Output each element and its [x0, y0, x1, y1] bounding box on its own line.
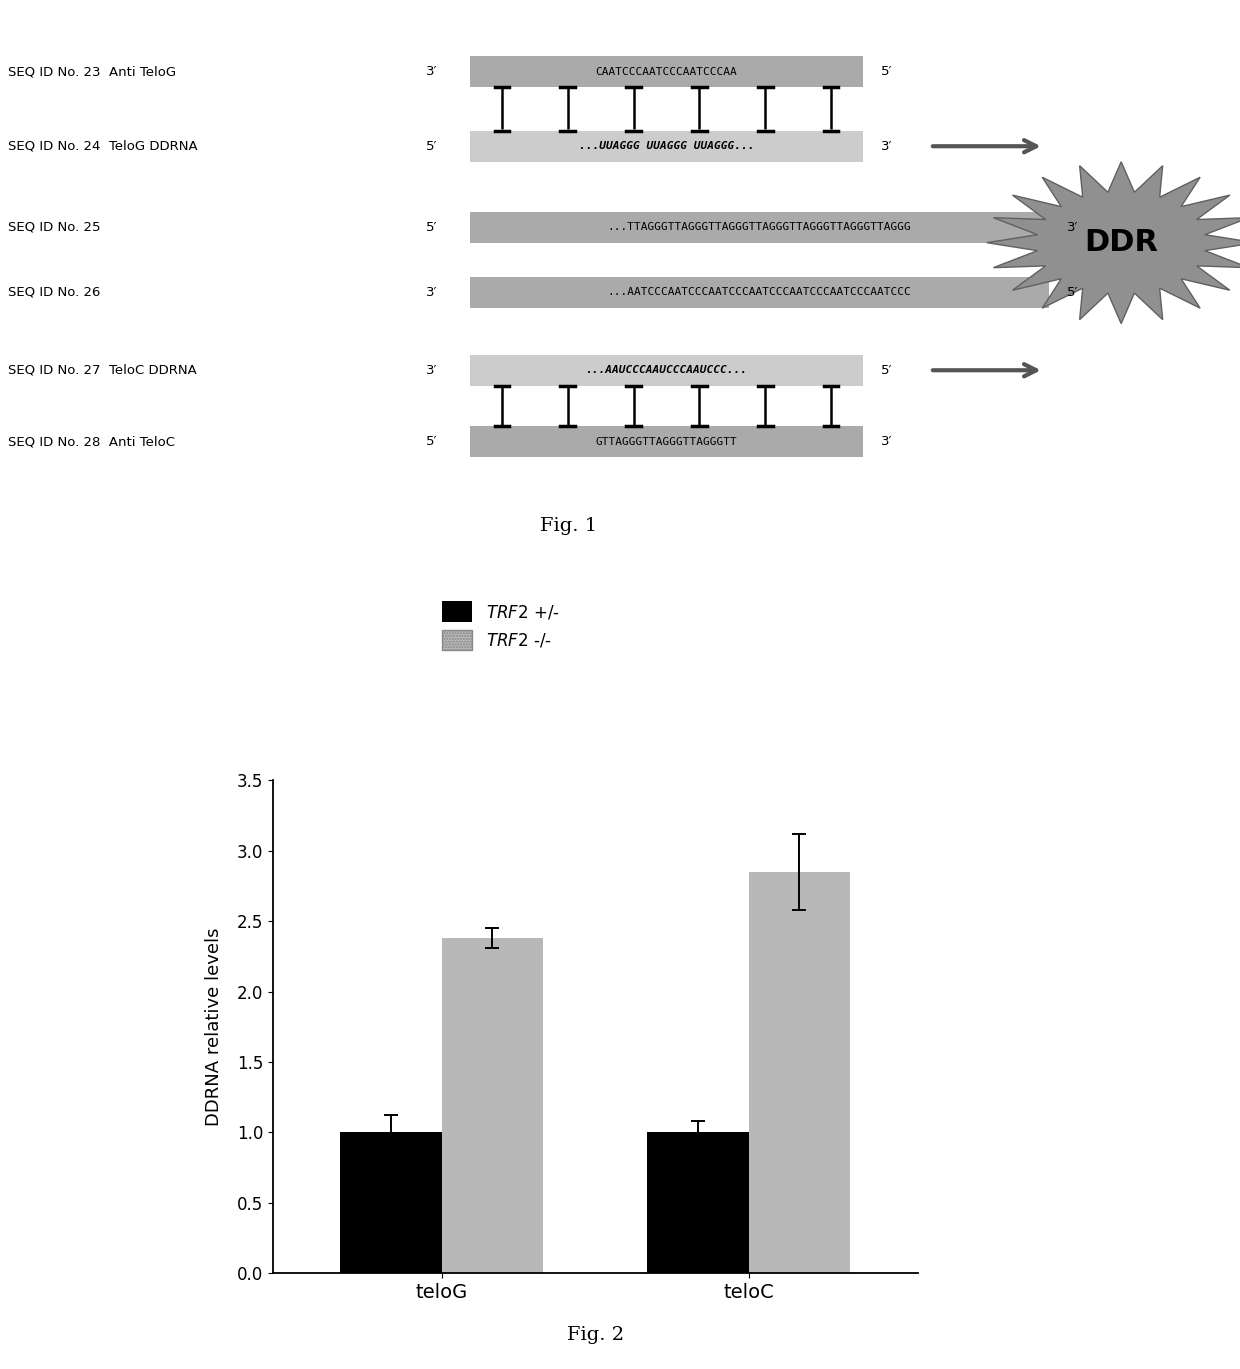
Text: 3′: 3′: [427, 286, 438, 298]
Text: CAATCCCAATCCCAATCCCAA: CAATCCCAATCCCAATCCCAA: [595, 67, 738, 77]
Text: 3′: 3′: [427, 66, 438, 78]
Text: 3′: 3′: [1068, 220, 1079, 234]
Legend: $\it{TRF2}$ +/-, $\it{TRF2}$ -/-: $\it{TRF2}$ +/-, $\it{TRF2}$ -/-: [443, 601, 559, 650]
Bar: [340, 1132, 441, 1273]
FancyBboxPatch shape: [470, 277, 1049, 308]
FancyBboxPatch shape: [470, 212, 1049, 242]
Text: 5′: 5′: [1068, 286, 1079, 298]
Text: ...AATCCCAATCCCAATCCCAATCCCAATCCCAATCCCAATCCC: ...AATCCCAATCCCAATCCCAATCCCAATCCCAATCCCA…: [608, 287, 911, 297]
FancyBboxPatch shape: [470, 130, 863, 162]
FancyBboxPatch shape: [470, 56, 863, 88]
Text: SEQ ID No. 26: SEQ ID No. 26: [9, 286, 100, 298]
Text: Fig. 2: Fig. 2: [567, 1325, 624, 1344]
Text: SEQ ID No. 24  TeloG DDRNA: SEQ ID No. 24 TeloG DDRNA: [9, 140, 198, 153]
Text: 3′: 3′: [882, 140, 893, 153]
Text: 3′: 3′: [427, 364, 438, 376]
FancyBboxPatch shape: [470, 355, 863, 386]
Bar: [647, 1132, 749, 1273]
Text: SEQ ID No. 28  Anti TeloC: SEQ ID No. 28 Anti TeloC: [9, 435, 175, 448]
Polygon shape: [987, 162, 1240, 323]
Text: GTTAGGGTTAGGGTTAGGGTT: GTTAGGGTTAGGGTTAGGGTT: [595, 437, 738, 446]
Text: SEQ ID No. 25: SEQ ID No. 25: [9, 220, 100, 234]
Text: ...AAUCCCAAUCCCAAUCCC...: ...AAUCCCAAUCCCAAUCCC...: [585, 366, 748, 375]
Text: Fig. 1: Fig. 1: [539, 517, 596, 535]
Text: ...UUAGGG UUAGGG UUAGGG...: ...UUAGGG UUAGGG UUAGGG...: [579, 141, 754, 151]
Text: SEQ ID No. 23  Anti TeloG: SEQ ID No. 23 Anti TeloG: [9, 66, 176, 78]
Text: 5′: 5′: [427, 140, 438, 153]
Text: 5′: 5′: [882, 364, 893, 376]
Text: ...TTAGGGTTAGGGTTAGGGTTAGGGTTAGGGTTAGGGTTAGGG: ...TTAGGGTTAGGGTTAGGGTTAGGGTTAGGGTTAGGGT…: [608, 222, 911, 233]
Y-axis label: DDRNA relative levels: DDRNA relative levels: [205, 928, 223, 1125]
Text: 3′: 3′: [882, 435, 893, 448]
Text: 5′: 5′: [882, 66, 893, 78]
Bar: [749, 872, 851, 1273]
Text: SEQ ID No. 27  TeloC DDRNA: SEQ ID No. 27 TeloC DDRNA: [9, 364, 197, 376]
FancyBboxPatch shape: [470, 426, 863, 457]
Bar: [441, 938, 543, 1273]
Text: 5′: 5′: [427, 220, 438, 234]
Text: 5′: 5′: [427, 435, 438, 448]
Text: DDR: DDR: [1084, 229, 1158, 257]
